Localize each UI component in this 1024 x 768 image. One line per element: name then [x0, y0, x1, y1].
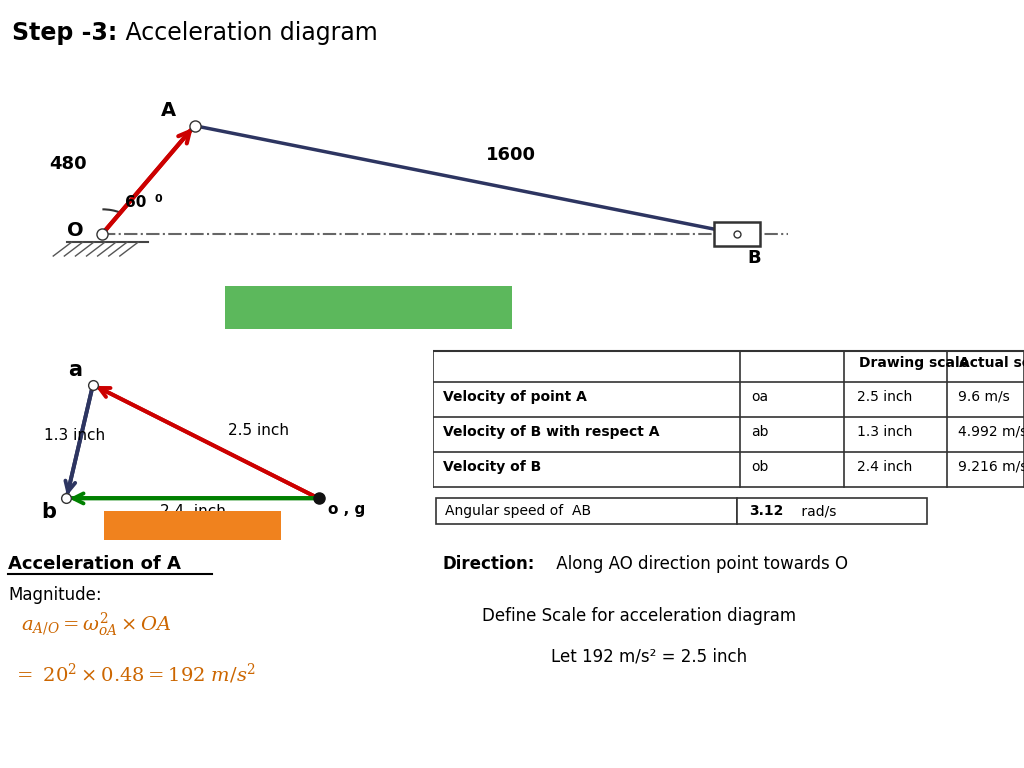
FancyBboxPatch shape: [104, 511, 282, 540]
Bar: [436, 498, 737, 525]
Text: Velocity of B with respect A: Velocity of B with respect A: [442, 425, 659, 439]
Text: Velocity of point A: Velocity of point A: [442, 389, 587, 404]
Text: 2.4 inch: 2.4 inch: [857, 460, 912, 474]
Text: Define Scale for acceleration diagram: Define Scale for acceleration diagram: [482, 607, 797, 625]
Text: 480: 480: [49, 155, 87, 174]
FancyBboxPatch shape: [225, 286, 512, 329]
Text: a: a: [69, 360, 82, 380]
Text: 60: 60: [125, 195, 146, 210]
Text: O: O: [68, 220, 84, 240]
Text: Acceleration diagram: Acceleration diagram: [118, 21, 378, 45]
Text: Drawing scale: Drawing scale: [858, 356, 969, 370]
Text: 1.3 inch: 1.3 inch: [857, 425, 912, 439]
Text: $= \ 20^{2} \times 0.48 = 192 \ m/s^{2}$: $= \ 20^{2} \times 0.48 = 192 \ m/s^{2}$: [12, 662, 256, 686]
Text: ob: ob: [751, 460, 768, 474]
Bar: [737, 498, 927, 525]
Text: A: A: [161, 101, 176, 120]
Text: o , g: o , g: [328, 502, 365, 517]
Text: Magnitude:: Magnitude:: [8, 587, 102, 604]
Text: 2.5 inch: 2.5 inch: [228, 423, 289, 439]
Text: 1.3 inch: 1.3 inch: [44, 428, 105, 443]
Text: 2.4  inch: 2.4 inch: [160, 504, 225, 518]
Text: 9.216 m/s: 9.216 m/s: [957, 460, 1024, 474]
Text: Direction:: Direction:: [443, 555, 536, 573]
Text: $a_{A/O} = \omega_{oA}^{2} \times OA$: $a_{A/O} = \omega_{oA}^{2} \times OA$: [22, 611, 172, 639]
Text: Configuration diagram: Configuration diagram: [263, 299, 474, 316]
Text: rad/s: rad/s: [797, 504, 836, 518]
Text: Step -3:: Step -3:: [12, 21, 118, 45]
Text: Acceleration of A: Acceleration of A: [8, 555, 181, 573]
Text: Actual scale: Actual scale: [959, 356, 1024, 370]
Text: B: B: [748, 249, 761, 267]
Text: Velocity of B: Velocity of B: [442, 460, 541, 474]
Text: 1600: 1600: [486, 146, 537, 164]
Text: Angular speed of  AB: Angular speed of AB: [445, 504, 591, 518]
Text: Along AO direction point towards O: Along AO direction point towards O: [551, 555, 848, 573]
Text: 0: 0: [155, 194, 162, 204]
Text: Let 192 m/s² = 2.5 inch: Let 192 m/s² = 2.5 inch: [551, 648, 748, 666]
Text: Velocity Diagram: Velocity Diagram: [120, 518, 265, 533]
Text: 2.5 inch: 2.5 inch: [857, 389, 912, 404]
Text: ab: ab: [751, 425, 769, 439]
Text: b: b: [41, 502, 55, 521]
Text: 4.992 m/s: 4.992 m/s: [957, 425, 1024, 439]
Text: oa: oa: [751, 389, 768, 404]
Text: 9.6 m/s: 9.6 m/s: [957, 389, 1010, 404]
Bar: [715, 221, 761, 246]
Text: 3.12: 3.12: [750, 504, 783, 518]
